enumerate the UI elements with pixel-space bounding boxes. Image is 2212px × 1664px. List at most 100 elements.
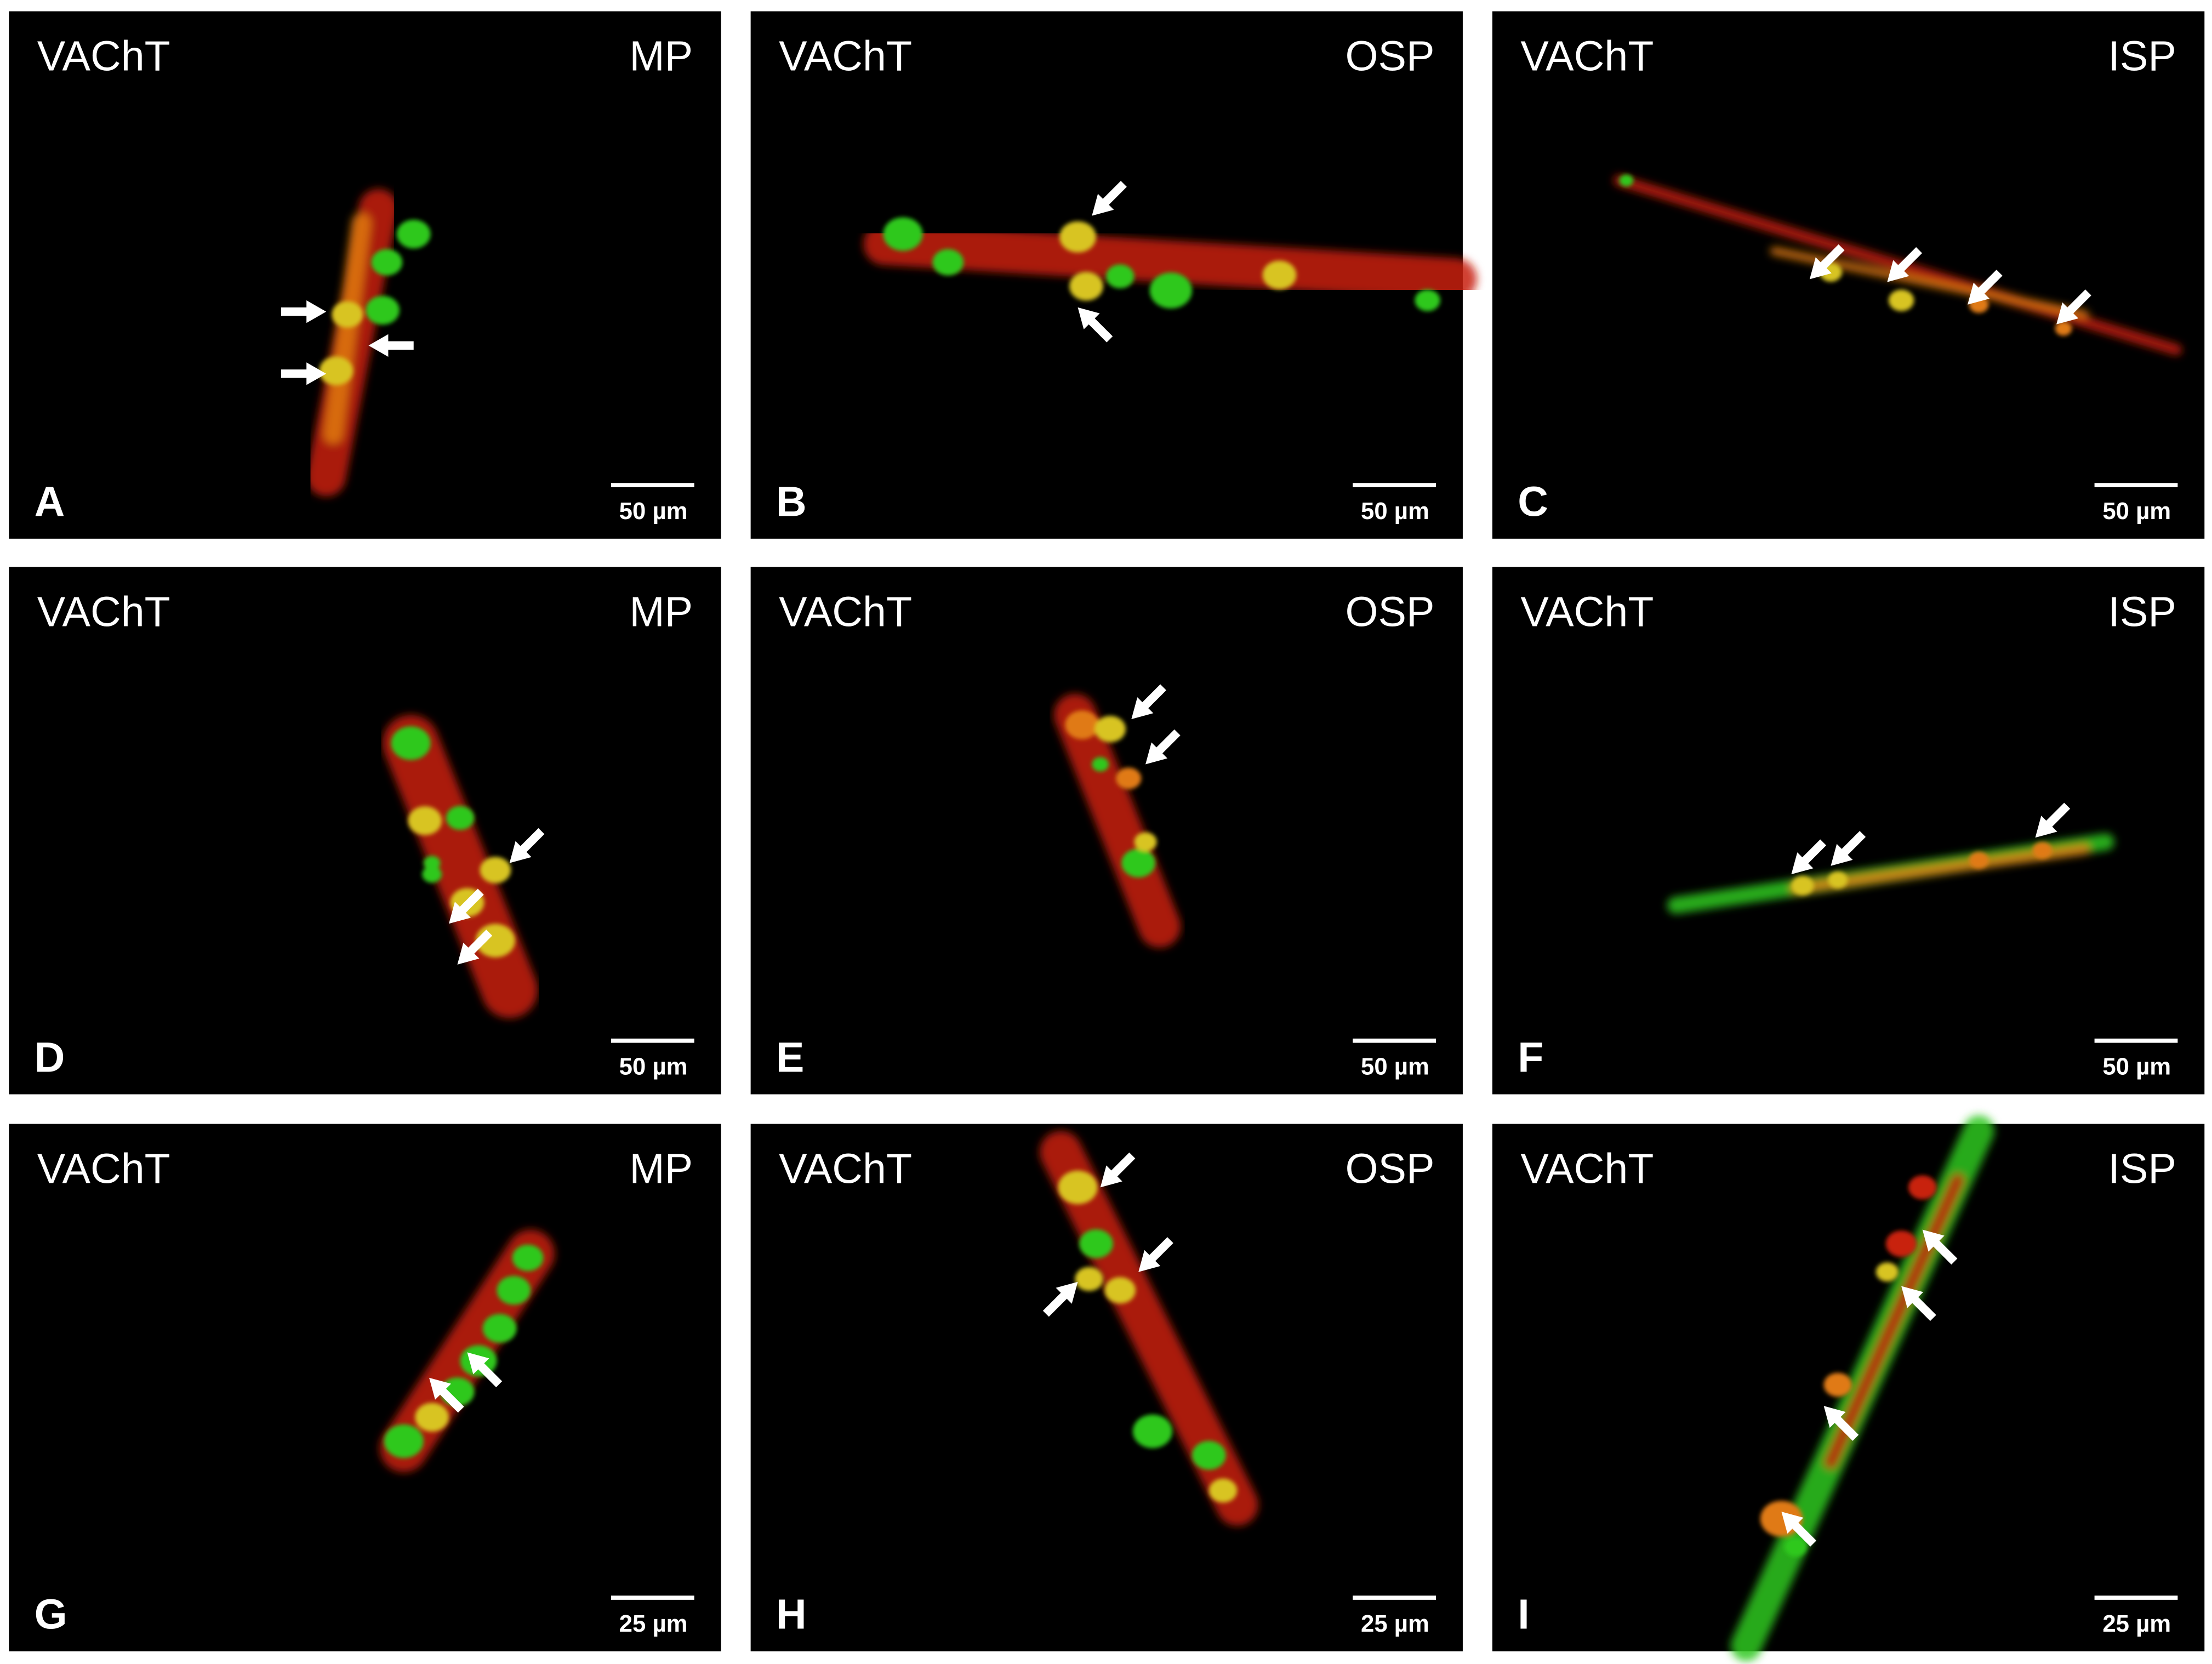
scale-bar-label: 25 µm [1361,1610,1429,1637]
cell [1415,289,1440,311]
panel: VAChT MP A 50 µm [9,11,721,539]
tissue-streak [1053,693,1181,948]
arrow [1781,1512,1817,1547]
cell [1092,757,1109,772]
cell [371,249,403,276]
arrow [467,1352,503,1388]
cell [384,1424,424,1458]
panel-letter: H [776,1591,807,1638]
cell [2055,321,2072,336]
panel-letter: E [776,1034,804,1081]
panel-letter: D [35,1034,65,1081]
marker-label: VAChT [1520,33,1654,80]
tissue [863,223,1477,301]
cells [1058,1170,1238,1503]
region-label: ISP [2108,1146,2176,1193]
panel: VAChT OSP B 50 µm [750,11,1477,539]
cell [932,249,964,276]
cell [1079,1229,1113,1258]
scale-bar-label: 25 µm [619,1610,688,1637]
arrow [1100,1152,1136,1188]
cell [1065,710,1099,739]
cell [1619,174,1634,187]
arrow [429,1377,464,1413]
arrow [281,300,327,323]
marker-label: VAChT [1520,1146,1654,1193]
panel-letter: C [1518,478,1548,526]
tissue-streak [863,223,1477,301]
arrow [1887,247,1923,282]
panel-letter: G [35,1591,67,1638]
cell [422,865,442,883]
cell [1908,1175,1937,1200]
arrow [1042,1281,1078,1317]
arrow [368,334,414,357]
cell [1104,1277,1136,1304]
cell [497,1275,531,1305]
cell [366,295,400,325]
region-label: MP [629,1146,693,1193]
panel-letter: I [1518,1591,1529,1638]
arrow [1078,307,1113,343]
cell [1121,848,1156,877]
region-label: OSP [1345,33,1434,80]
scale-bar-label: 50 µm [2102,498,2171,525]
marker-label: VAChT [779,1146,912,1193]
scale-bar-label: 25 µm [2102,1610,2171,1637]
arrow [1131,684,1166,720]
tissue-streak [1823,1173,1965,1469]
cell [1149,272,1192,309]
marker-label: VAChT [37,1146,170,1193]
cell [319,356,354,385]
cell [512,1244,544,1272]
region-label: MP [629,588,693,635]
micrograph [1492,11,2205,539]
panel: VAChT ISP I 25 µm [1492,1115,2205,1661]
panel: VAChT ISP F 50 µm [1492,567,2205,1095]
marker-label: VAChT [37,33,170,80]
micrograph [9,1124,721,1651]
panel: VAChT ISP C 50 µm [1492,11,2205,539]
cell [391,726,431,760]
arrow [1092,180,1127,216]
panel-letter: F [1518,1034,1543,1081]
arrow [281,362,327,385]
scale-bar-label: 50 µm [2102,1053,2171,1080]
cell [1134,832,1157,852]
cell [1116,767,1142,789]
arrow [1809,244,1845,280]
marker-label: VAChT [1520,588,1654,635]
cell [1132,1414,1172,1449]
cell [1784,1537,1807,1557]
scale-bar-label: 50 µm [619,498,688,525]
cells [1791,842,2053,896]
arrow [1901,1286,1936,1321]
marker-label: VAChT [779,33,912,80]
panel-letter: B [776,478,807,526]
cell [1888,289,1914,311]
cell [1262,260,1297,289]
panel-letter: A [35,478,65,526]
cell [1106,264,1134,289]
micrograph [1492,567,2205,1095]
arrow [509,828,545,863]
cell [1791,876,1814,896]
cell [1969,852,1989,869]
micrograph [9,567,721,1095]
region-label: MP [629,33,693,80]
cell [480,857,511,884]
scale-bar-label: 50 µm [619,1053,688,1080]
cell [883,217,923,251]
cell [1058,1170,1098,1204]
cell [1059,221,1096,253]
arrow [457,930,493,965]
arrow [1922,1229,1958,1265]
tissue [1730,1115,1994,1661]
arrow [1791,839,1827,875]
cells [883,217,1440,311]
cell [1094,716,1126,743]
cells [319,219,431,385]
cell [1208,1478,1238,1503]
cell [332,301,363,328]
